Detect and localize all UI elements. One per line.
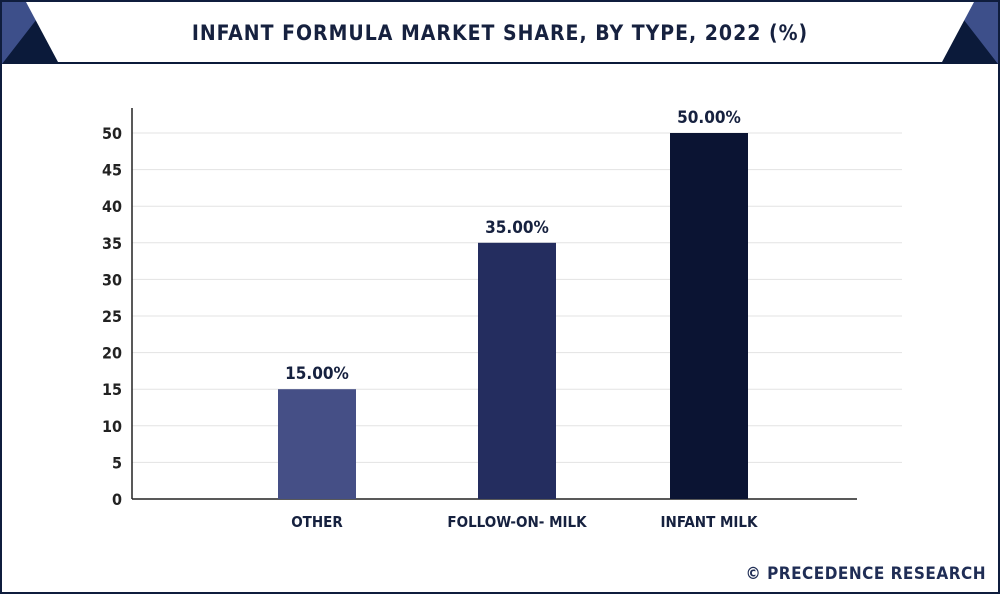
y-tick-label: 10 — [102, 417, 122, 436]
title-banner — [26, 2, 974, 62]
y-tick-label: 5 — [112, 453, 122, 472]
chart-title: INFANT FORMULA MARKET SHARE, BY TYPE, 20… — [191, 21, 809, 45]
x-tick-label: INFANT MILK — [661, 513, 758, 531]
x-tick-label: OTHER — [291, 513, 343, 531]
bar-infant-milk — [670, 133, 748, 499]
y-tick-label: 15 — [102, 380, 122, 399]
x-tick-label: FOLLOW-ON- MILK — [447, 513, 587, 531]
y-tick-label: 25 — [102, 307, 122, 326]
bar-chart: 0 5 10 15 20 25 30 35 40 45 50 15.00% OTHER 35.00% FOL… — [102, 108, 902, 531]
y-tick-label: 20 — [102, 344, 122, 363]
bar-follow-on-milk — [478, 242, 556, 500]
header-band: INFANT FORMULA MARKET SHARE, BY TYPE, 20… — [2, 2, 998, 64]
y-tick-label: 0 — [112, 490, 122, 509]
y-tick-label: 30 — [102, 270, 122, 289]
y-tick-label: 45 — [102, 161, 122, 180]
y-tick-label: 50 — [102, 124, 122, 143]
y-tick-label: 35 — [102, 234, 122, 253]
data-label: 15.00% — [285, 364, 349, 384]
source-credit: © PRECEDENCE RESEARCH — [745, 564, 986, 584]
bar-other — [278, 389, 356, 499]
y-tick-label: 40 — [102, 197, 122, 216]
data-label: 50.00% — [677, 108, 741, 128]
data-label: 35.00% — [485, 218, 549, 238]
